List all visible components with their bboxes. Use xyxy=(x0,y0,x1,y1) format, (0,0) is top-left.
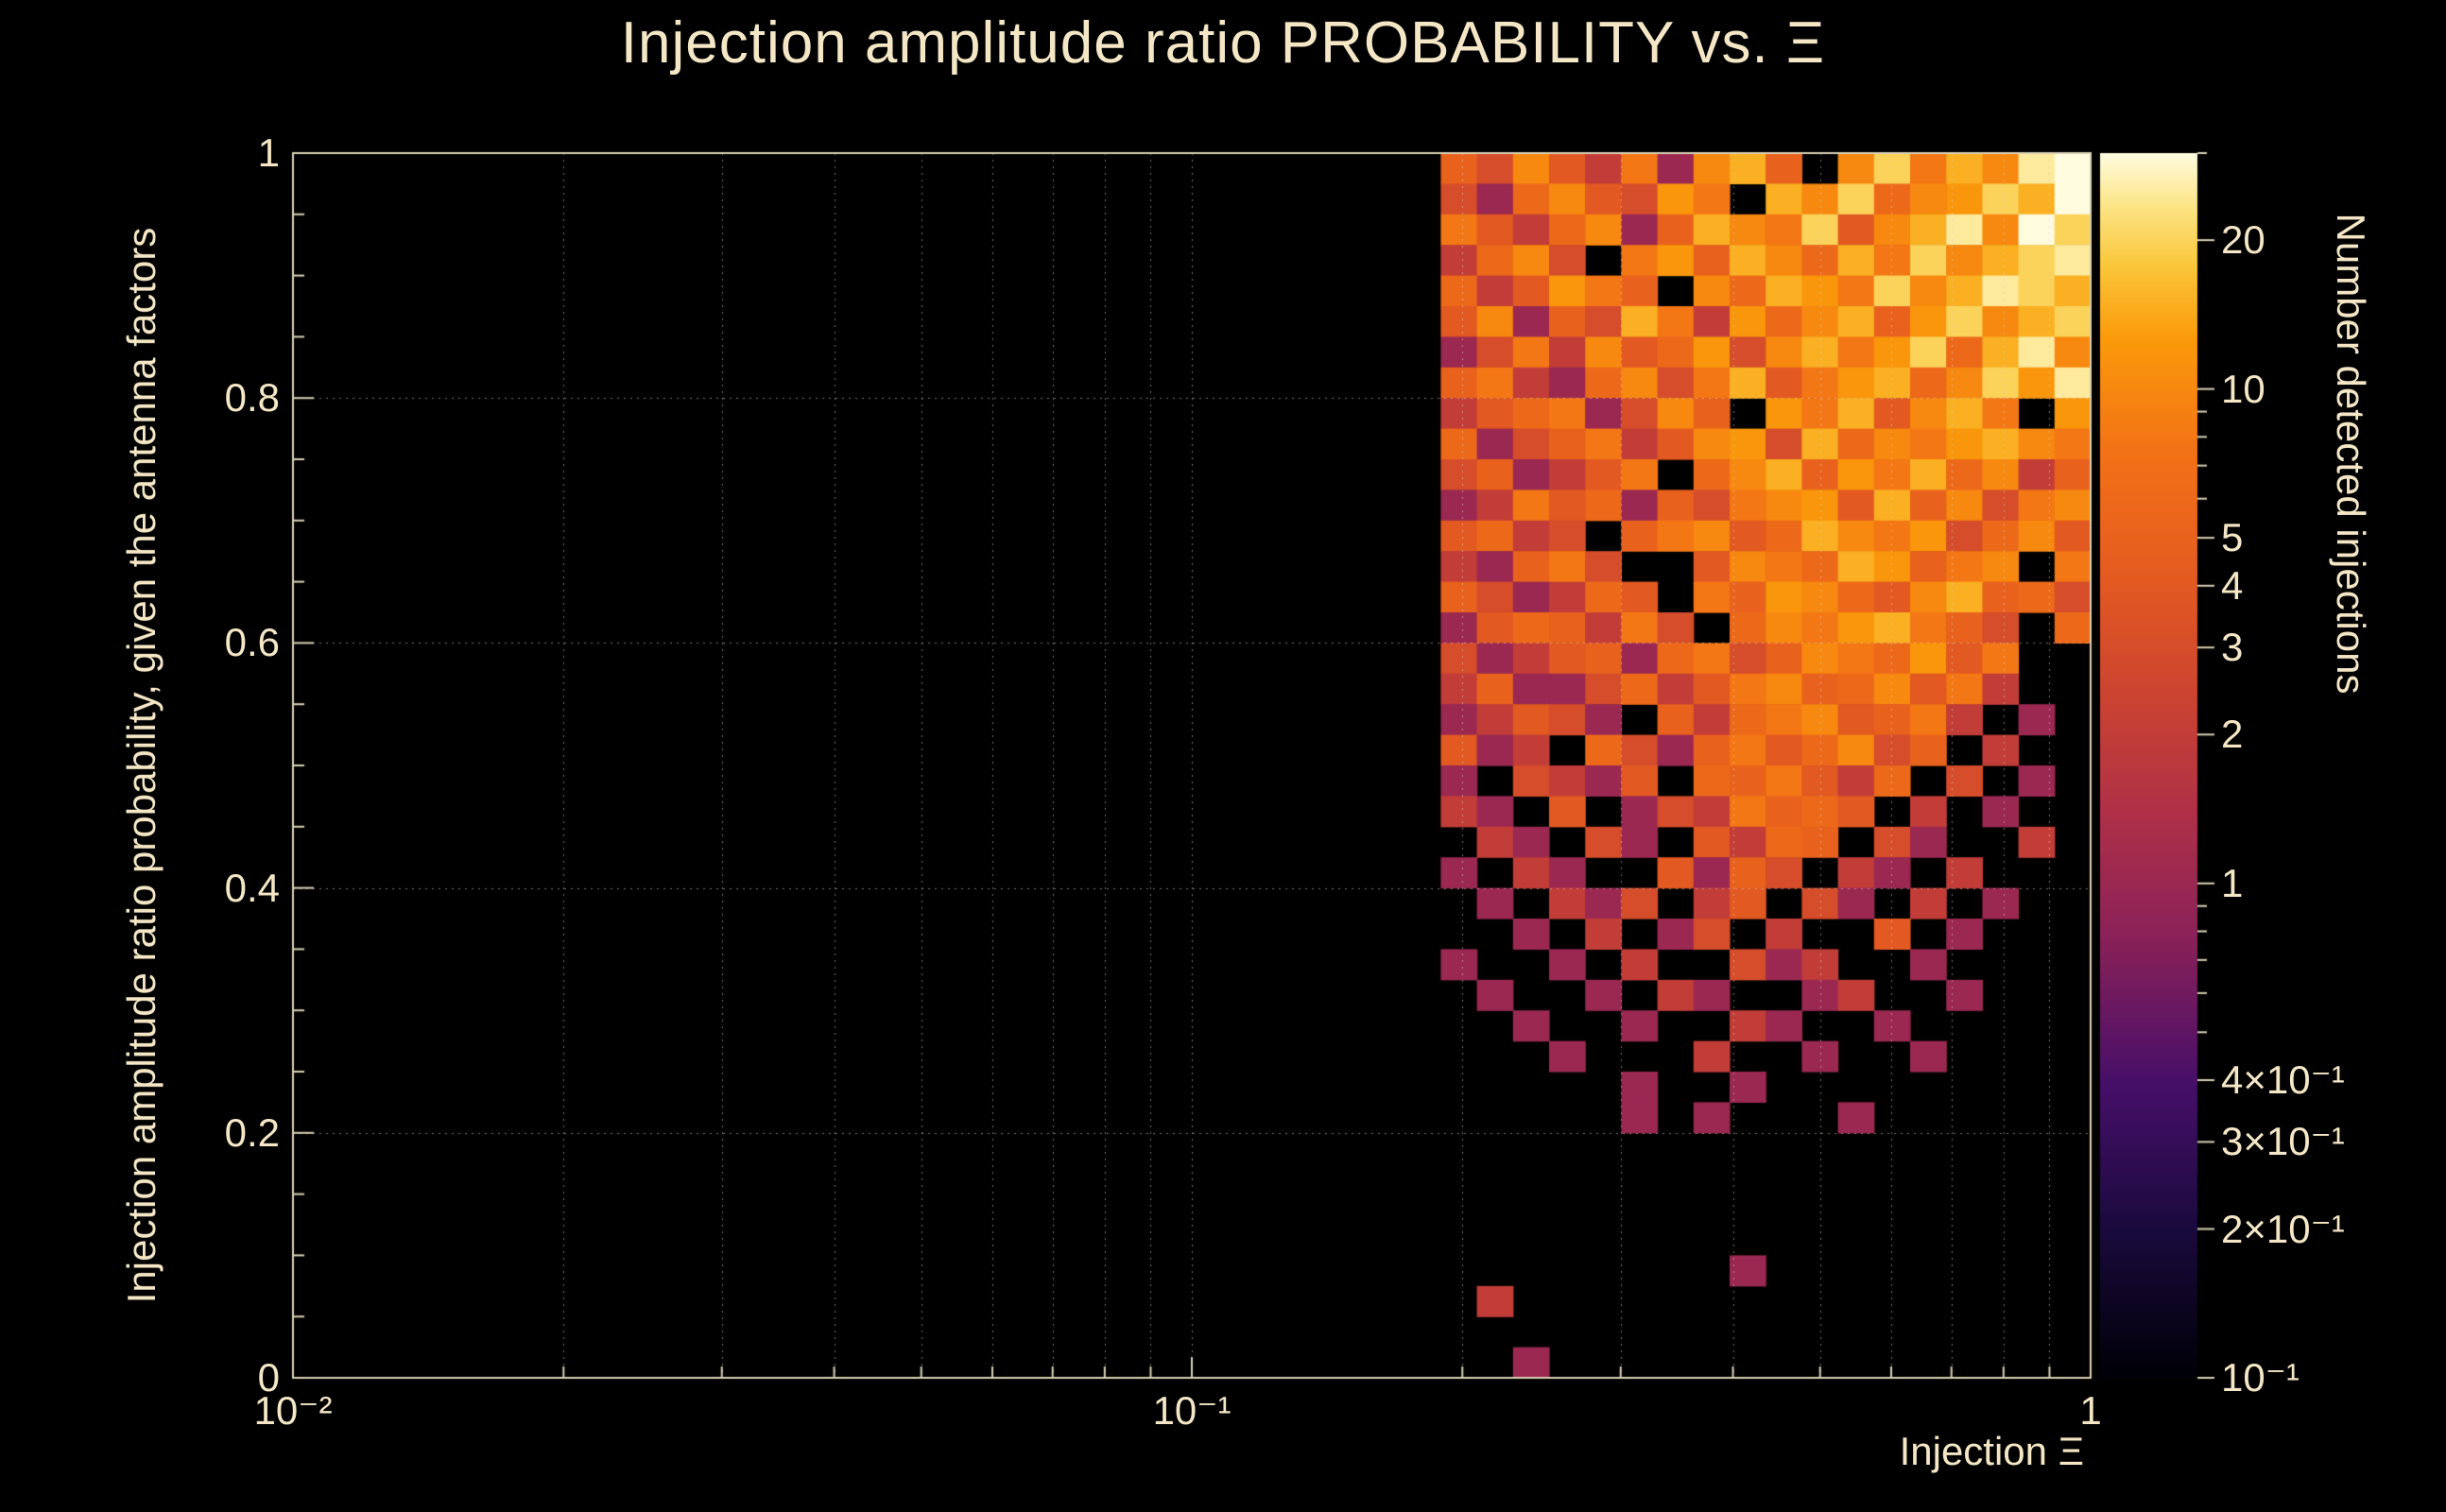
y-tick-label: 0.8 xyxy=(224,375,280,421)
y-tick-label: 0 xyxy=(257,1355,280,1400)
colorbar-tick-label: 5 xyxy=(2221,515,2244,560)
colorbar-tick-label: 4×10⁻¹ xyxy=(2221,1057,2345,1102)
x-tick-label: 1 xyxy=(2079,1388,2102,1433)
colorbar-tick-label: 10 xyxy=(2221,366,2265,411)
y-tick-label: 0.6 xyxy=(224,620,280,665)
colorbar-tick-label: 20 xyxy=(2221,217,2265,263)
colorbar-tick-label: 3×10⁻¹ xyxy=(2221,1119,2345,1164)
colorbar-tick-label: 3 xyxy=(2221,625,2244,670)
colorbar-tick-label: 2 xyxy=(2221,712,2244,757)
x-axis-title: Injection Ξ xyxy=(1899,1429,2084,1473)
y-tick-label: 0.4 xyxy=(224,865,280,910)
colorbar-title: Number detected injections xyxy=(2329,213,2373,695)
colorbar-tick-label: 10⁻¹ xyxy=(2221,1355,2300,1400)
page-title: Injection amplitude ratio PROBABILITY vs… xyxy=(620,10,1826,76)
x-tick-label: 10⁻² xyxy=(253,1388,333,1433)
colorbar-tick-label: 1 xyxy=(2221,860,2244,905)
colorbar-tick-label: 4 xyxy=(2221,562,2244,608)
colorbar-tick-label: 2×10⁻¹ xyxy=(2221,1206,2345,1251)
y-tick-label: 1 xyxy=(257,130,280,175)
x-tick-label: 10⁻¹ xyxy=(1152,1388,1232,1433)
y-tick-label: 0.2 xyxy=(224,1109,280,1155)
